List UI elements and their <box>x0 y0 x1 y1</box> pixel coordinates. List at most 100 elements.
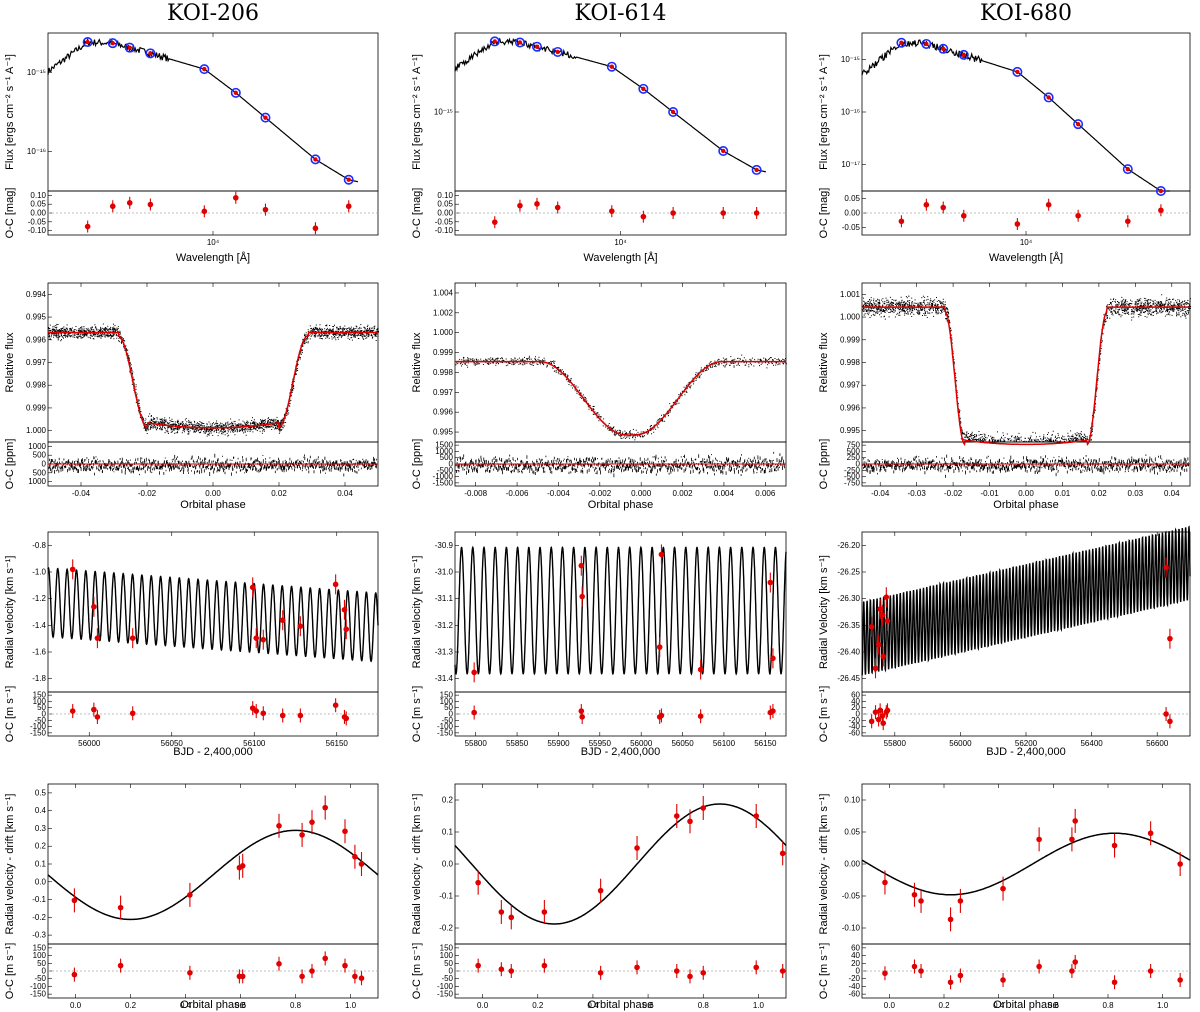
sed-residual-ytick-label: 0.00 <box>30 209 46 218</box>
transit-xlabel: Orbital phase <box>588 499 653 511</box>
sed-photometry-circle <box>896 37 907 48</box>
panel-rvphase: Radial velocity - drift [km s⁻¹] O-C [m s… <box>4 783 379 1011</box>
sed-photometry-point <box>754 167 759 173</box>
sed-photometry-circle <box>514 37 525 48</box>
transit-ytick-label: 1.000 <box>26 426 47 435</box>
transit-ytick-label: 1.002 <box>433 308 454 317</box>
transit-residual-ytick-label: 250 <box>847 453 861 462</box>
rv-phase-observation-point <box>700 805 707 811</box>
transit-xlabel: Orbital phase <box>180 499 245 511</box>
rv-phase-residual-point <box>239 973 246 980</box>
rv-observation-point <box>877 606 883 612</box>
rvphase-residual-ytick-label: 40 <box>851 951 860 960</box>
rvtime-residual-ytick-label: 150 <box>33 691 47 700</box>
rvphase-residual-ytick-label: 60 <box>851 943 860 952</box>
rvtime-ytick-label: -31.0 <box>435 568 454 577</box>
rvtime-xtick-label: 56100 <box>713 739 736 748</box>
rv-phase-observation-point <box>187 892 193 898</box>
transit-xtick-label: 0.002 <box>673 489 694 498</box>
transit-xtick-label: 0.03 <box>1128 489 1144 498</box>
sed-photometry-point <box>1075 121 1081 127</box>
sed-xtick-label: 10⁴ <box>1020 238 1033 247</box>
transit-ylabel: Relative flux <box>411 332 423 392</box>
rvtime-ytick-label: -26.45 <box>837 674 860 683</box>
transit-xtick-label: -0.04 <box>871 489 890 498</box>
rv-observation-point <box>697 666 704 673</box>
transit-xtick-label: 0.000 <box>631 489 652 498</box>
transit-ytick-label: 0.996 <box>433 408 454 417</box>
sed-residual-point <box>1125 218 1131 225</box>
sed-residual-point <box>126 200 133 206</box>
sed-residual-point <box>517 202 523 209</box>
sed-residual-point <box>640 213 647 220</box>
sed-ytick-label: 10⁻¹⁷ <box>841 160 860 169</box>
transit-residual-ytick-label: -500 <box>437 466 454 475</box>
sed-photometry-circle <box>552 46 563 57</box>
transit-photometry-points <box>862 294 1191 443</box>
transit-residual-ylabel: O-C [ppm] <box>4 439 16 490</box>
rvphase-ytick-label: 0.05 <box>844 828 860 837</box>
rv-phase-observation-point <box>673 813 680 819</box>
rv-phase-residual-point <box>1177 977 1183 983</box>
rv-phase-observation-point <box>753 813 760 819</box>
rvphase-xtick-label: 0.8 <box>698 1001 710 1010</box>
rv-residual-point <box>253 708 260 714</box>
rvtime-residual-ytick-label: 0 <box>42 710 47 719</box>
rv-residual-point <box>877 707 883 714</box>
rvphase-residual-ytick-label: 150 <box>33 943 47 952</box>
transit-ytick-label: 0.996 <box>26 335 47 344</box>
sed-photometry-circle <box>531 41 542 52</box>
transit-residual-ylabel: O-C [ppm] <box>818 439 830 490</box>
rv-phase-residual-point <box>322 955 329 962</box>
rv-observation-point <box>253 635 260 641</box>
rv-phase-observation-point <box>1111 842 1118 849</box>
rvphase-ytick-label: 0.00 <box>844 860 860 869</box>
rv-phase-observation-point <box>475 879 481 886</box>
rv-residual-point <box>875 716 882 723</box>
rv-phase-residual-point <box>309 968 315 974</box>
transit-residual-ytick-label: 1000 <box>435 447 453 456</box>
rv-phase-residual-point <box>753 964 760 971</box>
rv-residual-point <box>770 708 776 714</box>
transit-xtick-label: 0.02 <box>271 489 287 498</box>
rvtime-ytick-label: -31.3 <box>435 648 454 657</box>
rv-phase-observation-point <box>1000 885 1006 892</box>
sed-photometry-circle <box>1155 186 1166 197</box>
sed-photometry-point <box>899 40 904 45</box>
sed-photometry-circle <box>310 154 321 165</box>
sed-photometry-point <box>555 49 560 55</box>
sed-photometry-point <box>670 109 676 115</box>
rvphase-residual-ytick-label: -150 <box>30 990 47 999</box>
rv-phase-residual-point <box>687 973 693 980</box>
sed-main-frame <box>454 32 787 192</box>
rv-phase-observation-point <box>117 904 124 911</box>
rvphase-residual-ytick-label: -50 <box>441 974 453 983</box>
sed-residual-point <box>109 203 116 210</box>
rvphase-ytick-label: -0.2 <box>32 913 46 922</box>
sed-residual-ytick-label: 0.05 <box>437 200 453 209</box>
transit-xtick-label: 0.006 <box>755 489 776 498</box>
rvtime-ytick-label: -30.9 <box>435 541 454 550</box>
rv-phase-observation-point <box>1072 818 1078 824</box>
rv-phase-residual-point <box>541 962 548 969</box>
rv-phase-residual-point <box>1147 968 1154 974</box>
rvphase-residual-ylabel: O-C [m s⁻¹] <box>818 943 830 1000</box>
rv-phase-observation-point <box>918 898 924 904</box>
rv-phase-residual-point <box>673 968 680 974</box>
sed-photometry-circle <box>489 36 500 47</box>
rvphase-ytick-label: -0.05 <box>842 892 861 901</box>
sed-residual-point <box>1014 221 1021 227</box>
transit-ytick-label: 0.997 <box>26 358 47 367</box>
transit-ytick-label: 0.994 <box>26 290 47 299</box>
rvphase-residual-ytick-label: -150 <box>437 990 454 999</box>
sed-residual-ytick-label: -0.05 <box>28 217 47 226</box>
sed-residual-point <box>312 225 319 232</box>
rvtime-ytick-label: -1.0 <box>32 568 46 577</box>
rv-phase-model-curve <box>47 829 379 921</box>
transit-residual-ytick-label: 0 <box>856 460 861 469</box>
transit-xlabel: Orbital phase <box>993 499 1058 511</box>
rvphase-residual-ytick-label: -40 <box>848 982 860 991</box>
sed-xlabel: Wavelength [Å] <box>176 251 250 264</box>
rv-phase-residual-point <box>352 973 358 980</box>
transit-xtick-label: 0.02 <box>1091 489 1107 498</box>
